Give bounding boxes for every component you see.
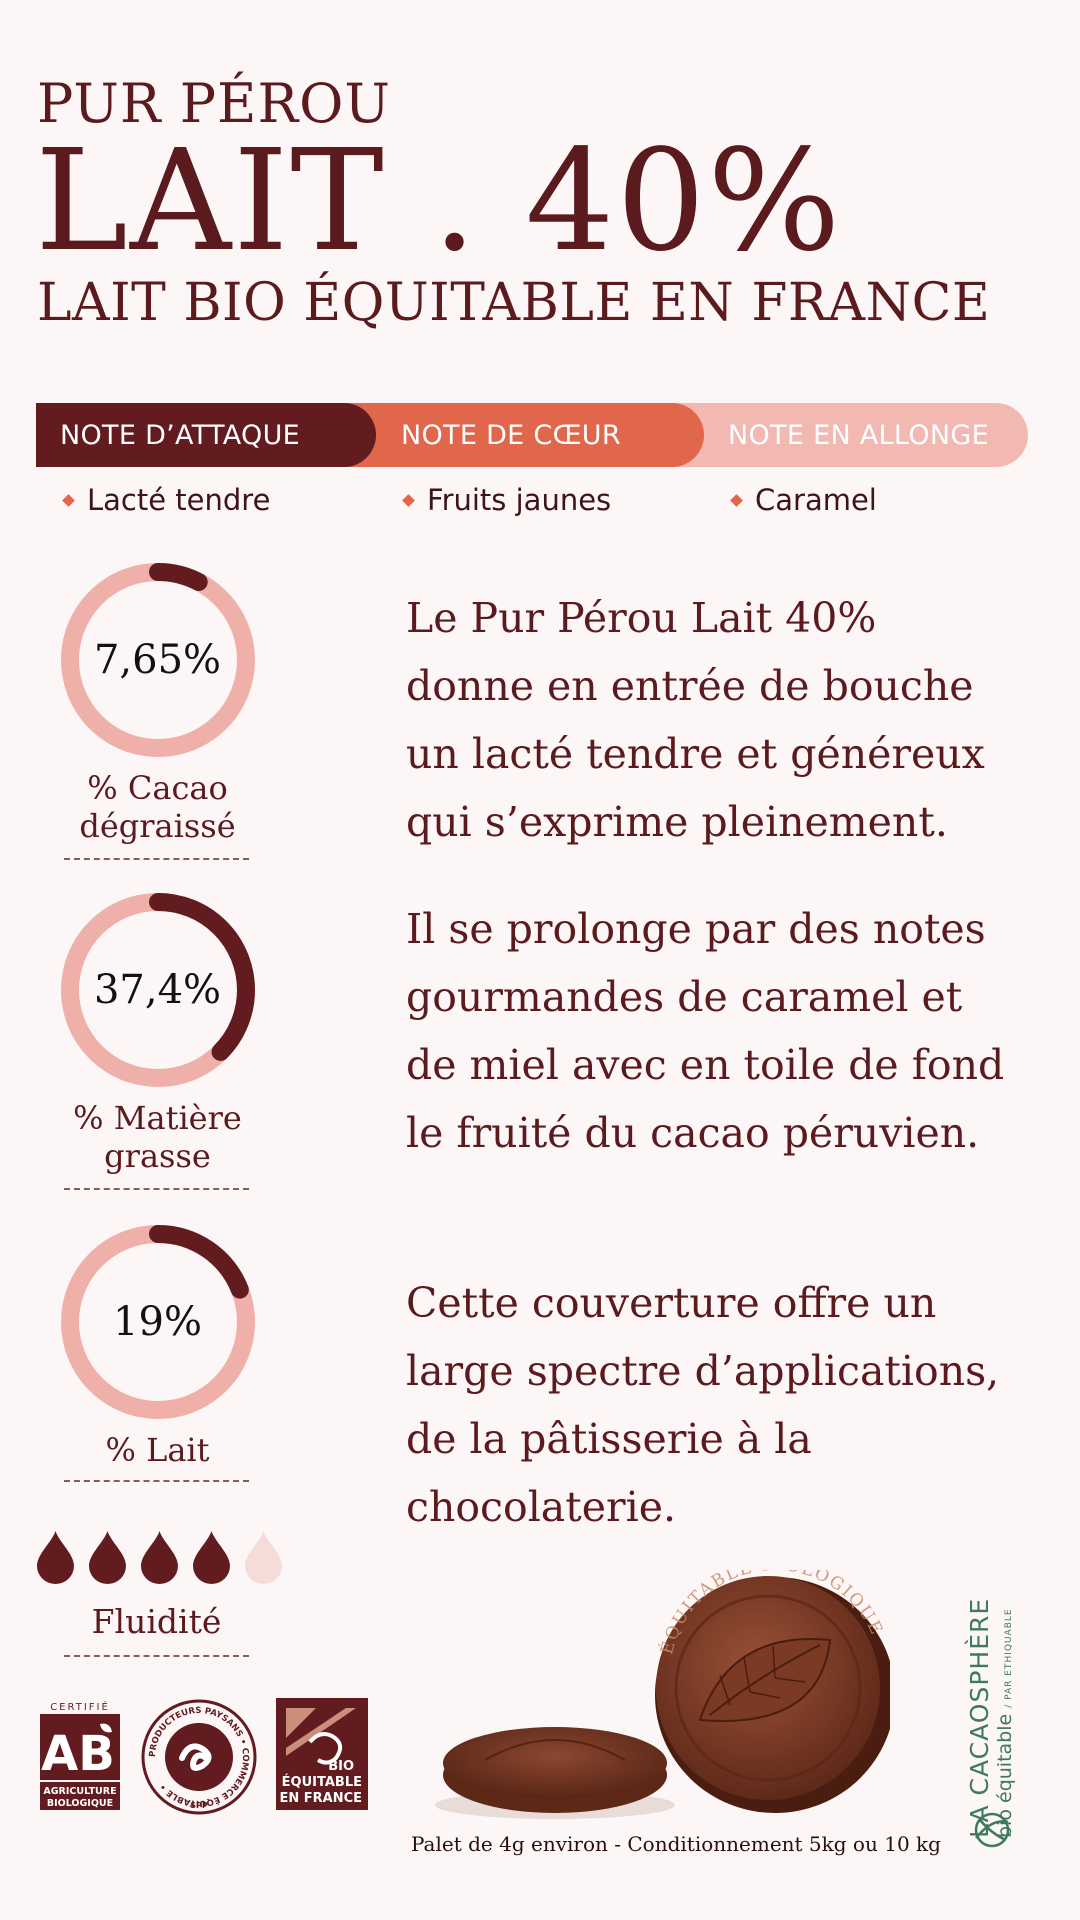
- brand-lockup: LA CACAOSPHÈRE bio équitable / PAR ETHIQ…: [965, 1598, 1016, 1838]
- ring-chart-matiere-grasse: [60, 893, 255, 1087]
- spp-logo: PRODUCTEURS PAYSANS • COMMERCE ÉQUITABLE…: [141, 1699, 257, 1815]
- drop-icon: [89, 1531, 126, 1584]
- svg-text:BIO: BIO: [328, 1759, 354, 1774]
- product-title: LAIT . 40%: [35, 120, 843, 283]
- svg-text:AB: AB: [41, 1726, 115, 1782]
- divider: [64, 858, 249, 860]
- stat-value: 19%: [113, 1299, 202, 1345]
- bio-equitable-logo: BIO ÉQUITABLE EN FRANCE: [276, 1698, 368, 1810]
- stat-matiere-grasse: 37,4% % Matière grasse: [55, 890, 260, 1176]
- svg-text:ÉQUITABLE: ÉQUITABLE: [282, 1774, 362, 1790]
- product-origin: PUR PÉROU: [37, 72, 391, 135]
- drop-icon: [141, 1531, 178, 1584]
- note-attaque-header: NOTE D’ATTAQUE: [36, 403, 376, 467]
- drop-icon: [245, 1531, 282, 1584]
- bullet-icon: [730, 493, 743, 507]
- divider: [64, 1655, 249, 1657]
- stat-value: 37,4%: [93, 967, 222, 1013]
- svg-text:EN FRANCE: EN FRANCE: [279, 1791, 362, 1806]
- divider: [64, 1480, 249, 1482]
- fluidity-rating: [36, 1530, 283, 1584]
- svg-text:BIOLOGIQUE: BIOLOGIQUE: [47, 1798, 113, 1809]
- drop-icon: [193, 1531, 230, 1584]
- fluidity-label: Fluidité: [91, 1602, 222, 1641]
- ring-chart-lait: [60, 1225, 255, 1419]
- bullet-icon: [62, 493, 75, 507]
- stat-label: % Cacao dégraissé: [79, 769, 236, 845]
- stat-value: 7,65%: [93, 637, 222, 683]
- tasting-notes-bar: NOTE EN ALLONGE NOTE DE CŒUR NOTE D’ATTA…: [36, 403, 1028, 467]
- packaging-info: Palet de 4g environ - Conditionnement 5k…: [411, 1832, 941, 1856]
- note-coeur-item: Fruits jaunes: [402, 483, 611, 517]
- cacaosphere-globe-icon: [974, 1812, 1010, 1848]
- chocolate-palets-image: ÉQUITABLE BIOLOGIQUE: [435, 1570, 890, 1819]
- drop-icon: [37, 1531, 74, 1584]
- svg-text:SPP: SPP: [190, 1801, 208, 1810]
- brand-tagline: bio équitable / PAR ETHIQUABLE: [994, 1608, 1016, 1838]
- bullet-icon: [402, 493, 415, 507]
- stat-lait: 19% % Lait: [55, 1222, 260, 1470]
- note-attaque-item: Lacté tendre: [62, 483, 270, 517]
- ring-chart-cacao: [60, 563, 255, 757]
- description-paragraph-1: Le Pur Pérou Lait 40% donne en entrée de…: [406, 594, 985, 846]
- product-subtitle: LAIT BIO ÉQUITABLE EN FRANCE: [37, 273, 991, 333]
- note-allonge-item: Caramel: [730, 483, 877, 517]
- description-paragraph-2: Il se prolonge par des notes gourmandes …: [406, 905, 1005, 1157]
- stat-cacao: 7,65% % Cacao dégraissé: [55, 560, 260, 846]
- ab-certification-logo: CERTIFIÉ AB AGRICULTURE BIOLOGIQUE: [40, 1700, 120, 1810]
- stat-label: % Matière grasse: [73, 1099, 242, 1175]
- brand-name: LA CACAOSPHÈRE: [965, 1597, 994, 1838]
- svg-text:AGRICULTURE: AGRICULTURE: [43, 1786, 116, 1797]
- svg-text:CERTIFIÉ: CERTIFIÉ: [50, 1700, 110, 1713]
- description-paragraph-3: Cette couverture offre un large spectre …: [406, 1279, 1000, 1531]
- divider: [64, 1188, 249, 1190]
- stat-label: % Lait: [105, 1431, 210, 1469]
